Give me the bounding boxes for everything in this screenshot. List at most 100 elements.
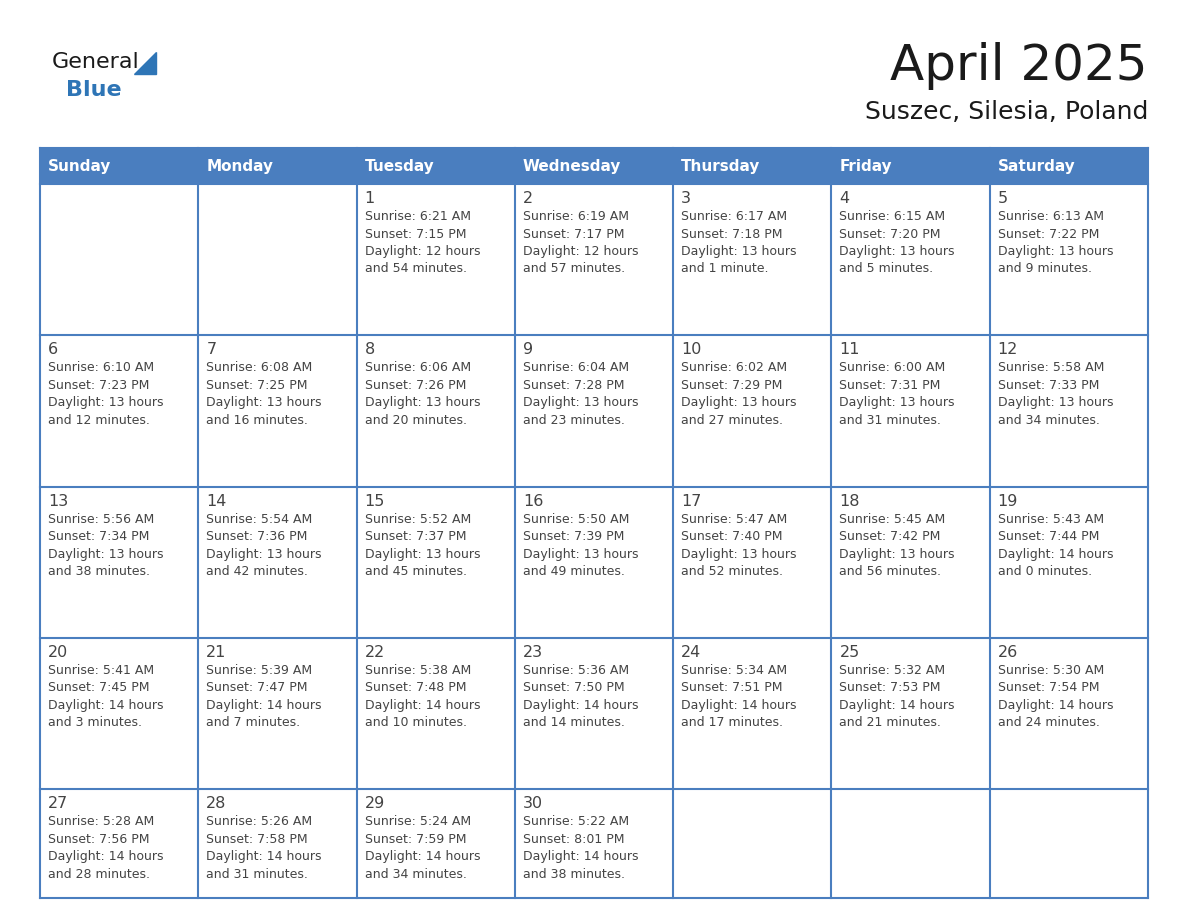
Text: 16: 16	[523, 494, 543, 509]
Text: 28: 28	[207, 796, 227, 812]
Bar	[514, 184, 674, 335]
Text: 5: 5	[998, 191, 1007, 206]
Text: General: General	[52, 52, 140, 72]
Text: 18: 18	[840, 494, 860, 509]
Text: Sunrise: 5:36 AM
Sunset: 7:50 PM
Daylight: 14 hours
and 14 minutes.: Sunrise: 5:36 AM Sunset: 7:50 PM Dayligh…	[523, 664, 638, 729]
Text: Sunrise: 6:04 AM
Sunset: 7:28 PM
Daylight: 13 hours
and 23 minutes.: Sunrise: 6:04 AM Sunset: 7:28 PM Dayligh…	[523, 362, 638, 427]
Text: 20: 20	[48, 644, 68, 660]
Text: 13: 13	[48, 494, 68, 509]
Bar	[40, 789, 198, 898]
Text: Sunrise: 6:13 AM
Sunset: 7:22 PM
Daylight: 13 hours
and 9 minutes.: Sunrise: 6:13 AM Sunset: 7:22 PM Dayligh…	[998, 210, 1113, 275]
Text: Monday: Monday	[207, 159, 273, 174]
Text: 24: 24	[681, 644, 701, 660]
Text: 29: 29	[365, 796, 385, 812]
Bar	[198, 184, 356, 335]
Text: Sunrise: 5:50 AM
Sunset: 7:39 PM
Daylight: 13 hours
and 49 minutes.: Sunrise: 5:50 AM Sunset: 7:39 PM Dayligh…	[523, 512, 638, 578]
Bar	[674, 184, 832, 335]
Bar	[674, 487, 832, 638]
Text: 15: 15	[365, 494, 385, 509]
Text: Sunrise: 5:32 AM
Sunset: 7:53 PM
Daylight: 14 hours
and 21 minutes.: Sunrise: 5:32 AM Sunset: 7:53 PM Dayligh…	[840, 664, 955, 729]
Text: 23: 23	[523, 644, 543, 660]
Bar	[832, 487, 990, 638]
Bar	[40, 184, 198, 335]
Text: Sunrise: 5:24 AM
Sunset: 7:59 PM
Daylight: 14 hours
and 34 minutes.: Sunrise: 5:24 AM Sunset: 7:59 PM Dayligh…	[365, 815, 480, 880]
Text: April 2025: April 2025	[891, 42, 1148, 90]
Text: 1: 1	[365, 191, 375, 206]
Bar	[198, 487, 356, 638]
Text: Sunrise: 6:10 AM
Sunset: 7:23 PM
Daylight: 13 hours
and 12 minutes.: Sunrise: 6:10 AM Sunset: 7:23 PM Dayligh…	[48, 362, 164, 427]
Text: Sunrise: 5:28 AM
Sunset: 7:56 PM
Daylight: 14 hours
and 28 minutes.: Sunrise: 5:28 AM Sunset: 7:56 PM Dayligh…	[48, 815, 164, 880]
Text: 17: 17	[681, 494, 702, 509]
Bar	[990, 789, 1148, 898]
Text: Tuesday: Tuesday	[365, 159, 435, 174]
Text: Sunrise: 6:06 AM
Sunset: 7:26 PM
Daylight: 13 hours
and 20 minutes.: Sunrise: 6:06 AM Sunset: 7:26 PM Dayligh…	[365, 362, 480, 427]
Text: Thursday: Thursday	[681, 159, 760, 174]
Text: 26: 26	[998, 644, 1018, 660]
Bar	[356, 487, 514, 638]
Bar	[40, 148, 1148, 184]
Bar	[990, 638, 1148, 789]
Text: Suszec, Silesia, Poland: Suszec, Silesia, Poland	[865, 100, 1148, 124]
Text: 9: 9	[523, 342, 533, 357]
Text: Sunrise: 5:45 AM
Sunset: 7:42 PM
Daylight: 13 hours
and 56 minutes.: Sunrise: 5:45 AM Sunset: 7:42 PM Dayligh…	[840, 512, 955, 578]
Text: Sunrise: 5:52 AM
Sunset: 7:37 PM
Daylight: 13 hours
and 45 minutes.: Sunrise: 5:52 AM Sunset: 7:37 PM Dayligh…	[365, 512, 480, 578]
Text: Sunrise: 6:15 AM
Sunset: 7:20 PM
Daylight: 13 hours
and 5 minutes.: Sunrise: 6:15 AM Sunset: 7:20 PM Dayligh…	[840, 210, 955, 275]
Bar	[514, 789, 674, 898]
Text: Sunrise: 5:26 AM
Sunset: 7:58 PM
Daylight: 14 hours
and 31 minutes.: Sunrise: 5:26 AM Sunset: 7:58 PM Dayligh…	[207, 815, 322, 880]
Polygon shape	[134, 52, 156, 74]
Text: Sunrise: 5:54 AM
Sunset: 7:36 PM
Daylight: 13 hours
and 42 minutes.: Sunrise: 5:54 AM Sunset: 7:36 PM Dayligh…	[207, 512, 322, 578]
Text: Sunrise: 6:08 AM
Sunset: 7:25 PM
Daylight: 13 hours
and 16 minutes.: Sunrise: 6:08 AM Sunset: 7:25 PM Dayligh…	[207, 362, 322, 427]
Text: Sunrise: 6:00 AM
Sunset: 7:31 PM
Daylight: 13 hours
and 31 minutes.: Sunrise: 6:00 AM Sunset: 7:31 PM Dayligh…	[840, 362, 955, 427]
Bar	[198, 789, 356, 898]
Text: 4: 4	[840, 191, 849, 206]
Text: 11: 11	[840, 342, 860, 357]
Text: Sunrise: 5:22 AM
Sunset: 8:01 PM
Daylight: 14 hours
and 38 minutes.: Sunrise: 5:22 AM Sunset: 8:01 PM Dayligh…	[523, 815, 638, 880]
Text: Saturday: Saturday	[998, 159, 1075, 174]
Bar	[514, 638, 674, 789]
Text: Sunrise: 6:21 AM
Sunset: 7:15 PM
Daylight: 12 hours
and 54 minutes.: Sunrise: 6:21 AM Sunset: 7:15 PM Dayligh…	[365, 210, 480, 275]
Text: Wednesday: Wednesday	[523, 159, 621, 174]
Bar	[990, 184, 1148, 335]
Bar	[990, 335, 1148, 487]
Bar	[514, 487, 674, 638]
Text: 27: 27	[48, 796, 68, 812]
Text: 7: 7	[207, 342, 216, 357]
Text: Sunrise: 5:47 AM
Sunset: 7:40 PM
Daylight: 13 hours
and 52 minutes.: Sunrise: 5:47 AM Sunset: 7:40 PM Dayligh…	[681, 512, 797, 578]
Text: Sunrise: 5:34 AM
Sunset: 7:51 PM
Daylight: 14 hours
and 17 minutes.: Sunrise: 5:34 AM Sunset: 7:51 PM Dayligh…	[681, 664, 797, 729]
Bar	[356, 638, 514, 789]
Text: Sunrise: 6:02 AM
Sunset: 7:29 PM
Daylight: 13 hours
and 27 minutes.: Sunrise: 6:02 AM Sunset: 7:29 PM Dayligh…	[681, 362, 797, 427]
Text: Sunrise: 5:30 AM
Sunset: 7:54 PM
Daylight: 14 hours
and 24 minutes.: Sunrise: 5:30 AM Sunset: 7:54 PM Dayligh…	[998, 664, 1113, 729]
Bar	[40, 335, 198, 487]
Text: Sunrise: 6:17 AM
Sunset: 7:18 PM
Daylight: 13 hours
and 1 minute.: Sunrise: 6:17 AM Sunset: 7:18 PM Dayligh…	[681, 210, 797, 275]
Text: 3: 3	[681, 191, 691, 206]
Text: 19: 19	[998, 494, 1018, 509]
Text: Friday: Friday	[840, 159, 892, 174]
Bar	[674, 638, 832, 789]
Bar	[832, 789, 990, 898]
Bar	[832, 335, 990, 487]
Text: 6: 6	[48, 342, 58, 357]
Text: 8: 8	[365, 342, 375, 357]
Bar	[356, 184, 514, 335]
Text: Sunrise: 5:38 AM
Sunset: 7:48 PM
Daylight: 14 hours
and 10 minutes.: Sunrise: 5:38 AM Sunset: 7:48 PM Dayligh…	[365, 664, 480, 729]
Text: 25: 25	[840, 644, 860, 660]
Text: Sunrise: 5:58 AM
Sunset: 7:33 PM
Daylight: 13 hours
and 34 minutes.: Sunrise: 5:58 AM Sunset: 7:33 PM Dayligh…	[998, 362, 1113, 427]
Text: Sunrise: 5:41 AM
Sunset: 7:45 PM
Daylight: 14 hours
and 3 minutes.: Sunrise: 5:41 AM Sunset: 7:45 PM Dayligh…	[48, 664, 164, 729]
Bar	[832, 638, 990, 789]
Bar	[198, 638, 356, 789]
Text: 12: 12	[998, 342, 1018, 357]
Text: 2: 2	[523, 191, 533, 206]
Bar	[990, 487, 1148, 638]
Bar	[198, 335, 356, 487]
Bar	[674, 335, 832, 487]
Text: 10: 10	[681, 342, 702, 357]
Text: Sunrise: 5:43 AM
Sunset: 7:44 PM
Daylight: 14 hours
and 0 minutes.: Sunrise: 5:43 AM Sunset: 7:44 PM Dayligh…	[998, 512, 1113, 578]
Bar	[356, 789, 514, 898]
Text: Sunday: Sunday	[48, 159, 112, 174]
Text: 22: 22	[365, 644, 385, 660]
Text: Sunrise: 5:56 AM
Sunset: 7:34 PM
Daylight: 13 hours
and 38 minutes.: Sunrise: 5:56 AM Sunset: 7:34 PM Dayligh…	[48, 512, 164, 578]
Bar	[674, 789, 832, 898]
Text: Blue: Blue	[67, 80, 121, 100]
Bar	[356, 335, 514, 487]
Text: Sunrise: 6:19 AM
Sunset: 7:17 PM
Daylight: 12 hours
and 57 minutes.: Sunrise: 6:19 AM Sunset: 7:17 PM Dayligh…	[523, 210, 638, 275]
